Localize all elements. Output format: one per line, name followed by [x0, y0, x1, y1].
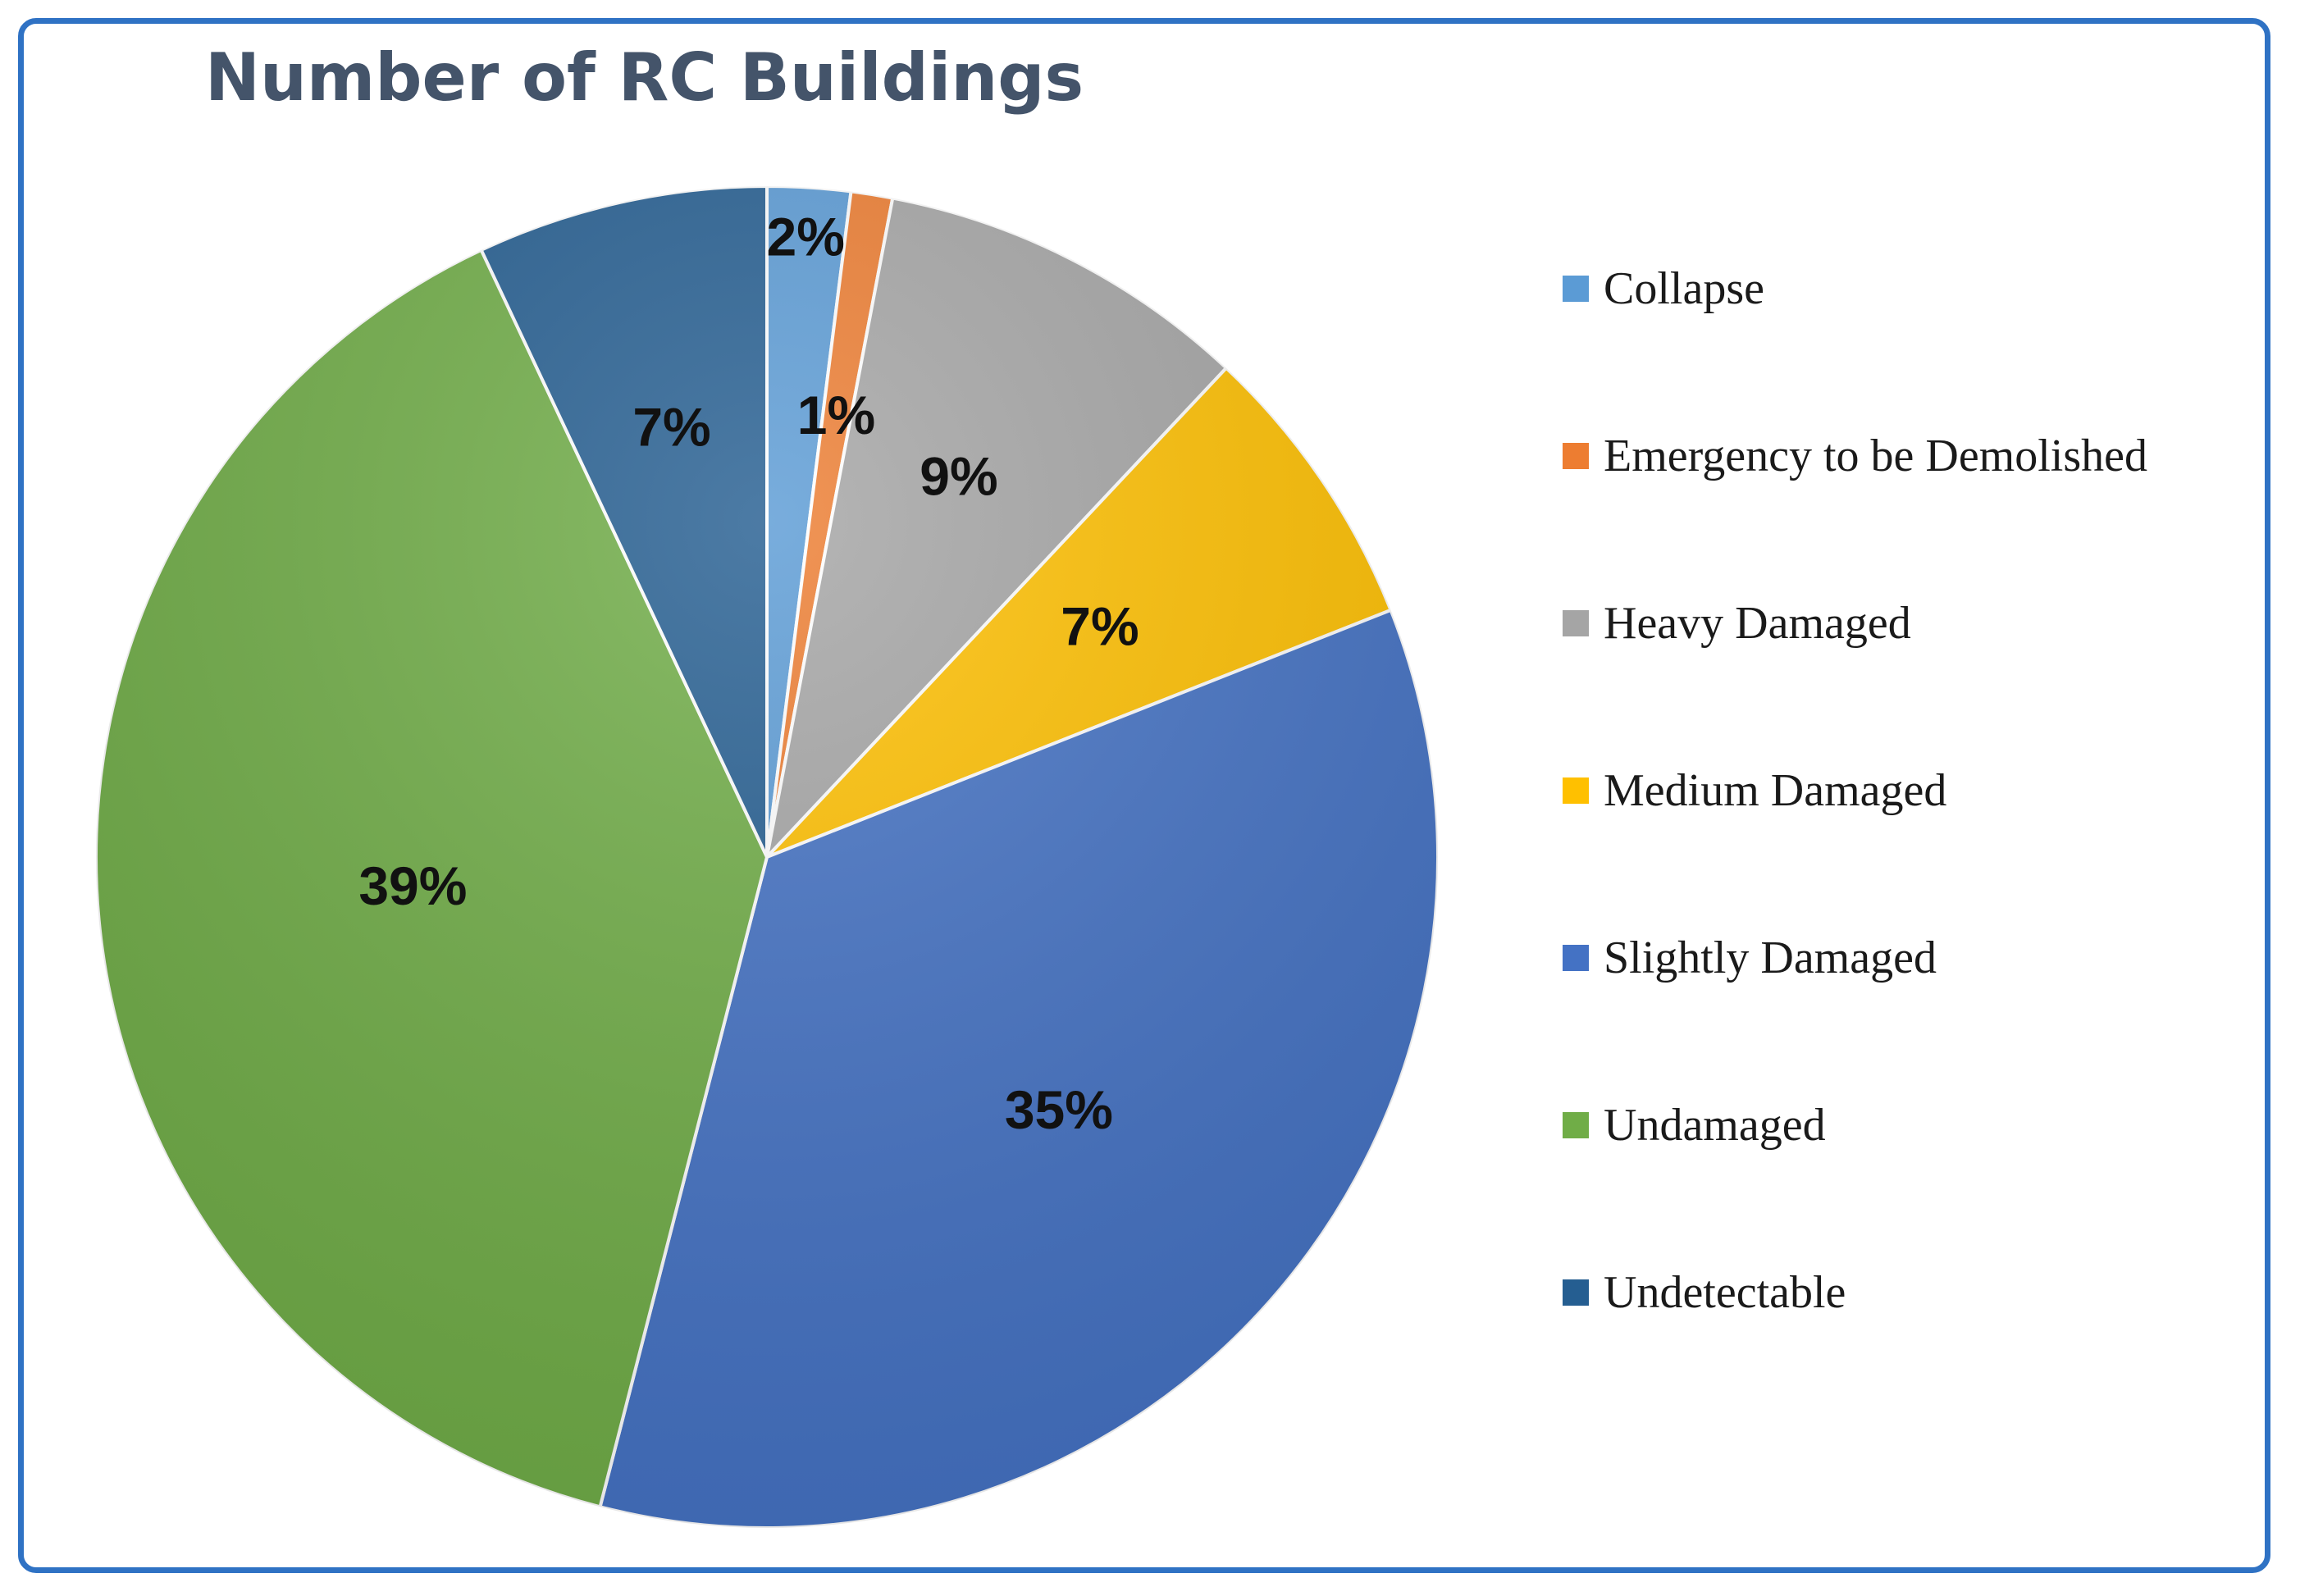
legend-swatch	[1563, 1112, 1589, 1138]
data-label-undamaged: 39%	[358, 855, 467, 916]
legend-label: Undetectable	[1604, 1267, 1846, 1318]
data-label-medium-damaged: 7%	[1061, 596, 1139, 657]
data-label-collapse: 2%	[767, 206, 845, 267]
legend-label: Emergency to be Demolished	[1604, 431, 2148, 481]
legend-swatch	[1563, 443, 1589, 469]
legend-swatch	[1563, 1279, 1589, 1306]
legend-swatch	[1563, 945, 1589, 971]
data-label-undetectable: 7%	[632, 397, 710, 458]
legend-label: Medium Damaged	[1604, 765, 1947, 816]
pie-slices	[94, 184, 1440, 1530]
legend-label: Heavy Damaged	[1604, 598, 1911, 649]
legend-label: Slightly Damaged	[1604, 933, 1937, 983]
data-label-heavy-damaged: 9%	[920, 445, 997, 506]
data-label-slightly-damaged: 35%	[1005, 1079, 1113, 1140]
data-label-emergency-to-be-demolished: 1%	[797, 385, 875, 445]
legend-label: Collapse	[1604, 263, 1764, 314]
legend-swatch	[1563, 610, 1589, 636]
chart-title: Number of RC Buildings	[205, 39, 1084, 116]
legend-label: Undamaged	[1604, 1100, 1826, 1151]
legend-swatch	[1563, 777, 1589, 804]
legend-swatch	[1563, 276, 1589, 302]
pie-data-labels: 2% 1% 9% 7% 35% 39% 7%	[358, 206, 1139, 1140]
